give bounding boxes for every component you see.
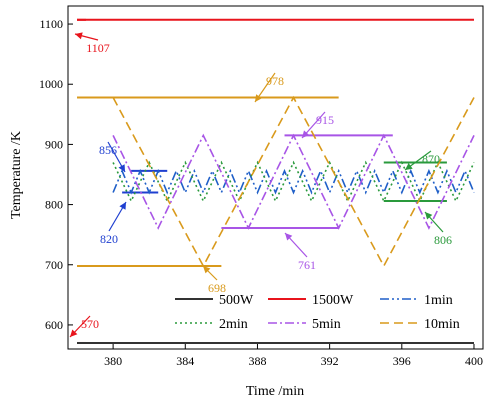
legend-label-1min: 1min [424,293,453,308]
annotation-label-761: 761 [298,258,316,272]
annotation-label-806: 806 [434,233,452,247]
annotation-arrowhead-820 [119,202,126,210]
series-line-2min [112,160,475,203]
annotation-arrowhead-698 [203,266,211,274]
x-tick-label-1: 384 [176,354,194,368]
y-tick-label-0: 600 [45,318,63,332]
annotation-arrowhead-978 [255,94,262,102]
annotation-arrowhead-870 [405,163,413,170]
annotation-label-820: 820 [100,232,118,246]
y-tick-label-1: 700 [45,258,63,272]
annotation-label-856: 856 [99,143,117,157]
y-axis-label: Temperature /K [9,131,24,219]
annotation-label-870: 870 [422,152,440,166]
annotation-arrowhead-1107 [75,32,83,40]
annotation-label-570: 570 [81,317,99,331]
annotation-label-1107: 1107 [86,41,110,55]
x-tick-label-3: 392 [321,354,339,368]
annotation-label-978: 978 [266,74,284,88]
annotation-label-698: 698 [208,281,226,295]
series-line-1min [112,168,475,195]
x-tick-label-2: 388 [248,354,266,368]
x-tick-label-0: 380 [104,354,122,368]
legend-label-500W: 500W [219,293,254,308]
annotation-arrowhead-806 [425,212,433,220]
annotation-arrowhead-915 [302,130,310,138]
plot-area [67,5,484,350]
annotation-arrowhead-761 [285,233,293,241]
y-tick-label-2: 800 [45,198,63,212]
y-tick-label-5: 1100 [39,17,63,31]
annotation-arrowhead-856 [118,164,125,172]
series-line-10min [112,95,475,268]
series-line-5min [112,133,475,230]
x-tick-label-4: 396 [393,354,411,368]
y-tick-label-3: 900 [45,137,63,151]
x-tick-label-5: 400 [465,354,483,368]
annotation-arrowhead-570 [70,329,78,337]
legend-label-2min: 2min [219,317,248,332]
legend-label-5min: 5min [312,317,341,332]
legend-label-10min: 10min [424,317,460,332]
y-tick-label-4: 1000 [39,77,63,91]
annotation-label-915: 915 [316,113,334,127]
legend-label-1500W: 1500W [312,293,354,308]
x-axis-label: Time /min [246,384,304,399]
